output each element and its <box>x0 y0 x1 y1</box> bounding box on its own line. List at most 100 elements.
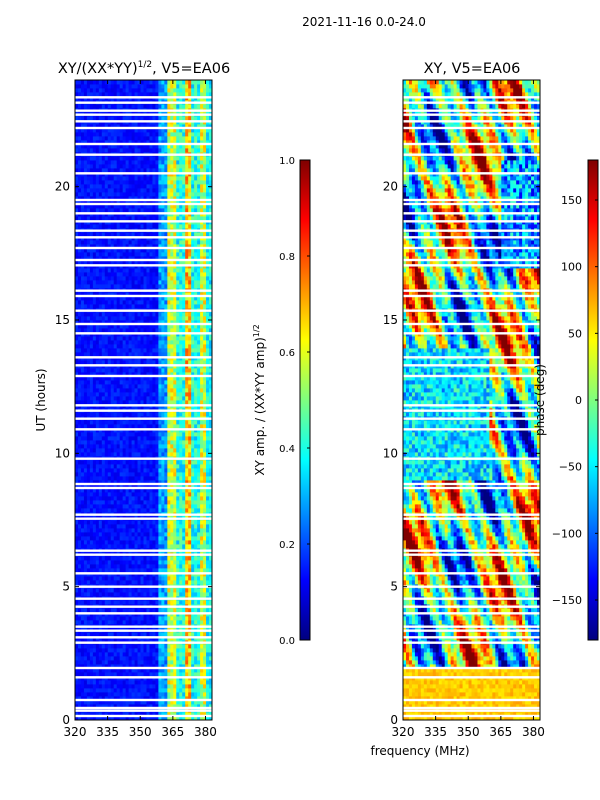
heatmap-cell <box>200 620 204 625</box>
heatmap-cell <box>98 500 103 505</box>
heatmap-cell <box>101 284 106 289</box>
heatmap-cell <box>161 352 165 357</box>
heatmap-cell <box>197 488 201 493</box>
heatmap-cell <box>191 600 195 605</box>
heatmap-cell <box>176 324 180 329</box>
heatmap-cell <box>167 292 171 297</box>
heatmap-cell <box>80 536 85 541</box>
heatmap-cell <box>83 700 88 705</box>
heatmap-cell <box>188 360 192 365</box>
heatmap-cell <box>143 672 147 677</box>
heatmap-cell <box>89 656 94 661</box>
heatmap-cell <box>110 600 115 605</box>
heatmap-cell <box>200 452 204 457</box>
heatmap-cell <box>77 296 82 301</box>
heatmap-cell <box>83 660 88 665</box>
heatmap-cell <box>185 660 189 665</box>
heatmap-cell <box>113 292 118 297</box>
heatmap-cell <box>119 588 124 593</box>
heatmap-cell <box>119 656 124 661</box>
heatmap-cell <box>194 588 198 593</box>
heatmap-cell <box>167 472 171 477</box>
heatmap-cell <box>107 656 112 661</box>
heatmap-cell <box>89 300 94 305</box>
heatmap-cell <box>122 460 127 465</box>
heatmap-cell <box>200 632 204 637</box>
heatmap-cell <box>98 296 103 301</box>
heatmap-cell <box>110 672 115 677</box>
heatmap-cell <box>203 292 207 297</box>
heatmap-cell <box>89 296 94 301</box>
heatmap-cell <box>125 704 130 709</box>
heatmap-cell <box>188 696 192 701</box>
heatmap-cell <box>113 656 118 661</box>
heatmap-cell <box>125 696 130 701</box>
heatmap-cell <box>104 468 109 473</box>
heatmap-cell <box>182 344 186 349</box>
heatmap-cell <box>95 360 100 365</box>
heatmap-cell <box>83 384 88 389</box>
heatmap-cell <box>203 660 207 665</box>
heatmap-cell <box>116 568 121 573</box>
heatmap-cell <box>158 712 162 717</box>
heatmap-cell <box>155 348 159 353</box>
heatmap-cell <box>95 312 100 317</box>
heatmap-cell <box>197 320 201 325</box>
heatmap-cell <box>146 600 150 605</box>
heatmap-cell <box>134 336 138 341</box>
heatmap-cell <box>83 496 88 501</box>
heatmap-cell <box>191 412 195 417</box>
heatmap-cell <box>194 420 198 425</box>
heatmap-cell <box>203 336 207 341</box>
heatmap-cell <box>209 488 213 493</box>
heatmap-cell <box>167 452 171 457</box>
heatmap-cell <box>173 544 177 549</box>
heatmap-cell <box>128 592 132 597</box>
heatmap-cell <box>107 684 112 689</box>
heatmap-cell <box>134 712 138 717</box>
heatmap-cell <box>158 300 162 305</box>
heatmap-cell <box>89 464 94 469</box>
heatmap-cell <box>80 324 85 329</box>
heatmap-cell <box>179 472 183 477</box>
heatmap-cell <box>152 376 156 381</box>
heatmap-cell <box>179 580 183 585</box>
heatmap-cell <box>149 464 153 469</box>
heatmap-cell <box>191 536 195 541</box>
heatmap-cell <box>200 644 204 649</box>
heatmap-cell <box>206 380 210 385</box>
heatmap-cell <box>146 520 150 525</box>
heatmap-cell <box>170 432 174 437</box>
heatmap-cell <box>182 568 186 573</box>
heatmap-cell <box>155 588 159 593</box>
heatmap-cell <box>80 420 85 425</box>
heatmap-cell <box>149 436 153 441</box>
heatmap-cell <box>164 688 168 693</box>
heatmap-cell <box>134 304 138 309</box>
heatmap-cell <box>131 656 135 661</box>
heatmap-cell <box>92 644 97 649</box>
heatmap-cell <box>191 716 195 721</box>
heatmap-cell <box>173 564 177 569</box>
heatmap-cell <box>161 712 165 717</box>
heatmap-cell <box>110 492 115 497</box>
heatmap-cell <box>83 600 88 605</box>
heatmap-cell <box>146 688 150 693</box>
heatmap-cell <box>206 716 210 721</box>
heatmap-cell <box>92 704 97 709</box>
heatmap-cell <box>170 460 174 465</box>
heatmap-cell <box>110 284 115 289</box>
heatmap-cell <box>131 492 135 497</box>
heatmap-cell <box>75 348 79 353</box>
heatmap-cell <box>185 372 189 377</box>
heatmap-cell <box>164 380 168 385</box>
heatmap-cell <box>80 376 85 381</box>
heatmap-cell <box>107 700 112 705</box>
heatmap-cell <box>134 296 138 301</box>
figure-suptitle: 2021-11-16 0.0-24.0 <box>302 15 426 29</box>
heatmap-cell <box>107 544 112 549</box>
heatmap-cell <box>143 340 147 345</box>
heatmap-cell <box>146 472 150 477</box>
heatmap-cell <box>200 712 204 717</box>
heatmap-cell <box>143 448 147 453</box>
